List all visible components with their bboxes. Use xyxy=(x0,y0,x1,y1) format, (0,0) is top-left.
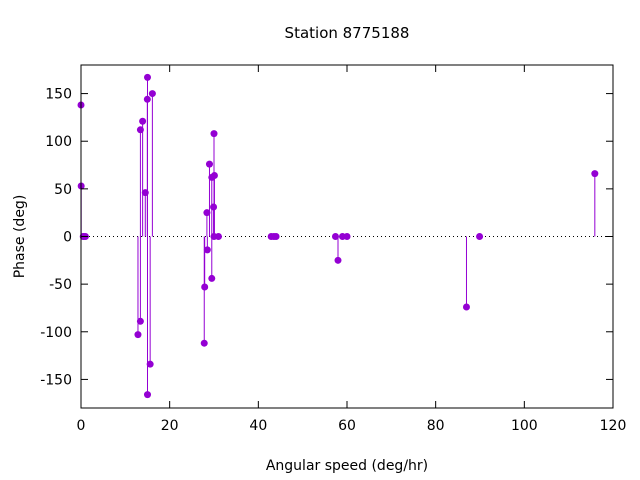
y-tick-label: -100 xyxy=(40,325,72,341)
x-tick-label: 60 xyxy=(338,418,356,434)
y-tick-label: 50 xyxy=(54,182,72,198)
data-point xyxy=(203,246,211,254)
data-point xyxy=(210,203,218,211)
data-point xyxy=(214,233,222,240)
data-point xyxy=(203,209,211,217)
data-point xyxy=(205,160,213,168)
y-axis-label: Phase (deg) xyxy=(12,195,28,279)
data-point xyxy=(143,95,151,103)
chart-title: Station 8775188 xyxy=(285,24,410,42)
data-point xyxy=(272,233,280,240)
x-tick-label: 40 xyxy=(249,418,267,434)
y-tick-label: 150 xyxy=(45,87,72,103)
x-tick-label: 100 xyxy=(511,418,538,434)
data-point xyxy=(343,233,351,240)
data-point xyxy=(210,130,218,138)
data-point xyxy=(134,331,142,339)
data-point xyxy=(144,73,151,81)
x-tick-label: 80 xyxy=(427,418,445,434)
y-tick-label: -150 xyxy=(40,372,72,388)
data-point xyxy=(136,126,144,134)
x-tick-label: 120 xyxy=(600,418,627,434)
data-point xyxy=(148,90,156,98)
x-tick-label: 0 xyxy=(77,418,86,434)
data-point xyxy=(136,317,144,325)
data-point xyxy=(201,283,209,291)
data-point xyxy=(200,339,208,347)
data-point xyxy=(139,117,147,125)
data-point xyxy=(141,189,149,197)
y-tick-label: 0 xyxy=(63,230,72,246)
data-point xyxy=(146,360,154,368)
data-point xyxy=(462,303,470,311)
y-tick-label: 100 xyxy=(45,134,72,150)
data-point xyxy=(591,170,599,178)
y-tick-label: -50 xyxy=(49,277,72,293)
x-axis-label: Angular speed (deg/hr) xyxy=(266,458,428,474)
data-point xyxy=(334,256,342,264)
data-point xyxy=(476,233,484,240)
data-point xyxy=(144,391,151,399)
x-tick-label: 20 xyxy=(161,418,179,434)
data-point xyxy=(331,233,339,240)
data-point xyxy=(210,172,218,180)
data-point xyxy=(208,274,216,282)
